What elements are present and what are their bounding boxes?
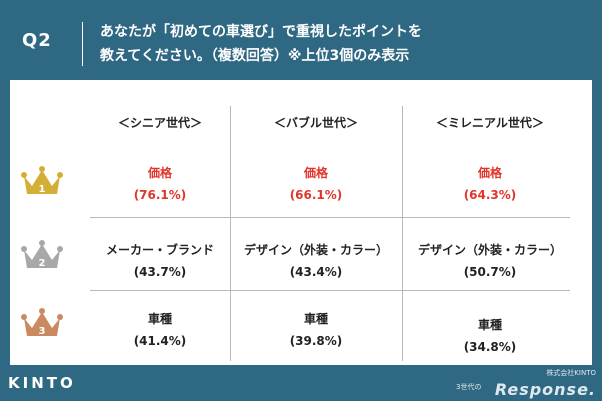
- cell-percent: (64.3%): [463, 188, 517, 202]
- question-line-2: 教えてください。（複数回答）※上位3個のみ表示: [100, 48, 410, 64]
- table-cell: 価格 (64.3%): [410, 162, 570, 206]
- row-divider: [90, 217, 570, 218]
- bronze-crown-icon: 3: [21, 308, 63, 337]
- cell-label: 車種: [147, 312, 172, 326]
- column-header-senior: ＜シニア世代＞: [117, 116, 202, 130]
- cell-percent: (41.4%): [133, 334, 187, 348]
- header-divider: [82, 22, 83, 66]
- question-line-1: あなたが「初めての車選び」で重視したポイントを: [100, 24, 422, 40]
- cell-label: 価格: [477, 166, 502, 180]
- cell-label: 車種: [303, 312, 328, 326]
- results-table: ＜シニア世代＞ ＜バブル世代＞ ＜ミレニアル世代＞ 価格 (76.1%) 価格 …: [90, 106, 570, 361]
- cell-percent: (66.1%): [289, 188, 343, 202]
- table-cell: デザイン（外装・カラー） (43.4%): [236, 239, 396, 283]
- silver-crown-icon: 2: [21, 240, 63, 269]
- series-label: 3世代の: [456, 383, 482, 391]
- column-header-millennial: ＜ミレニアル世代＞: [436, 116, 544, 130]
- rank-2-number: 2: [39, 258, 46, 269]
- rank-1-number: 1: [39, 184, 46, 195]
- column-divider: [230, 106, 231, 361]
- question-text: あなたが「初めての車選び」で重視したポイントを 教えてください。（複数回答）※上…: [100, 20, 590, 68]
- table-cell: 価格 (66.1%): [236, 162, 396, 206]
- table-cell: デザイン（外装・カラー） (50.7%): [410, 239, 570, 283]
- table-cell: 車種 (34.8%): [410, 314, 570, 358]
- column-divider: [402, 106, 403, 361]
- cell-percent: (76.1%): [133, 188, 187, 202]
- results-card: 1 2 3 ＜シニア世代＞ ＜バブル世代＞ ＜ミレニアル世代＞ 価格 (76.1…: [10, 80, 592, 365]
- response-logo: Response.: [494, 380, 596, 399]
- column-header-bubble: ＜バブル世代＞: [273, 116, 358, 130]
- cell-label: 価格: [147, 166, 172, 180]
- table-cell: 車種 (41.4%): [80, 308, 240, 352]
- table-cell: 車種 (39.8%): [236, 308, 396, 352]
- cell-percent: (50.7%): [463, 265, 517, 279]
- cell-label: 価格: [303, 166, 328, 180]
- cell-label: デザイン（外装・カラー）: [417, 243, 562, 257]
- cell-label: デザイン（外装・カラー）: [243, 243, 388, 257]
- gold-crown-icon: 1: [21, 166, 63, 195]
- kinto-logo: KINTO: [8, 374, 76, 392]
- cell-percent: (43.4%): [289, 265, 343, 279]
- footer-credit: 株式会社KINTO 3世代の Response.: [456, 368, 596, 399]
- cell-percent: (39.8%): [289, 334, 343, 348]
- cell-percent: (34.8%): [463, 340, 517, 354]
- cell-percent: (43.7%): [133, 265, 187, 279]
- rank-3-number: 3: [39, 326, 46, 337]
- question-number: Q2: [22, 30, 52, 51]
- question-header: Q2 あなたが「初めての車選び」で重視したポイントを 教えてください。（複数回答…: [0, 0, 602, 80]
- cell-label: 車種: [477, 318, 502, 332]
- table-cell: 価格 (76.1%): [80, 162, 240, 206]
- table-cell: メーカー・ブランド (43.7%): [80, 239, 240, 283]
- row-divider: [90, 290, 570, 291]
- company-name: 株式会社KINTO: [546, 369, 596, 377]
- cell-label: メーカー・ブランド: [105, 243, 214, 257]
